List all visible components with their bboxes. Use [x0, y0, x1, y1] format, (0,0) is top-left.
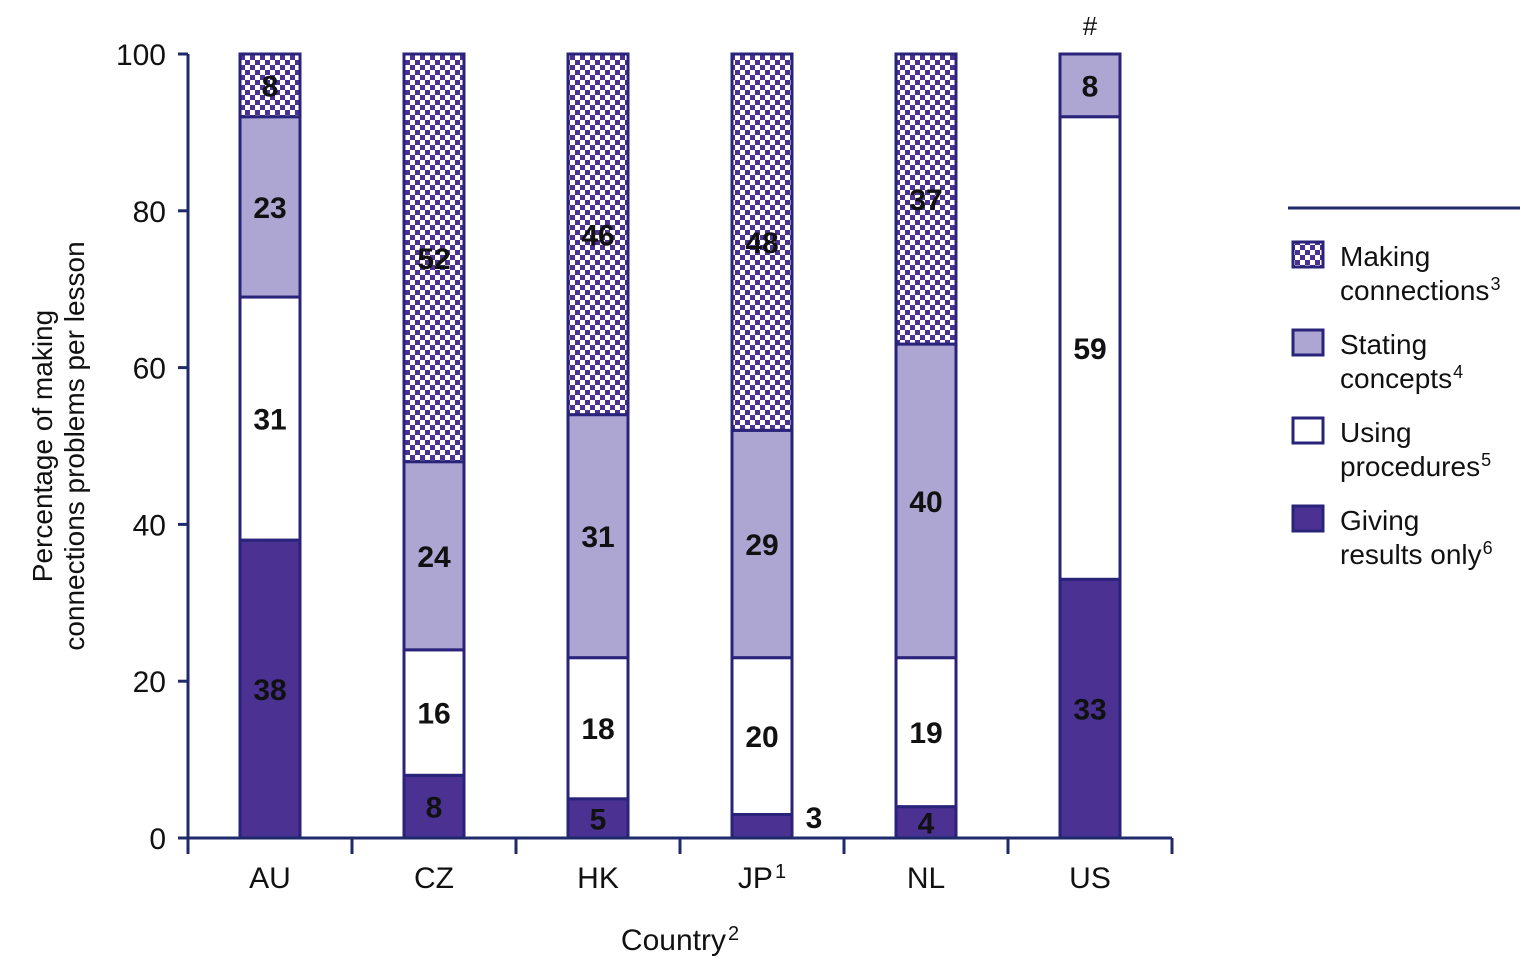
- bar-segment-jp-giving-results-only: [730, 812, 794, 840]
- data-label-jp-making-connections: 48: [745, 227, 778, 260]
- label-layer: 38 31 23 8 8 16 24 52 5 18 31 46 3 20 29 48 4 19 40 37 33 59 8…: [253, 11, 1106, 840]
- data-label-au-giving-results-only: 38: [253, 674, 286, 707]
- legend-label-line-1: Using: [1340, 417, 1412, 448]
- bar-segment-jp-using-procedures: [730, 656, 794, 816]
- plot-layer: [238, 52, 1122, 840]
- data-label-au-using-procedures: 31: [253, 404, 286, 437]
- data-label-cz-using-procedures: 16: [417, 698, 450, 731]
- legend-label-line-2: results only: [1340, 539, 1482, 570]
- data-label-hk-making-connections: 46: [581, 219, 614, 252]
- data-label-us-stating-concepts: 8: [1082, 70, 1099, 103]
- bar-segment-nl-using-procedures: [894, 656, 958, 809]
- data-label-nl-giving-results-only: 4: [918, 807, 935, 840]
- legend-label-superscript: 3: [1490, 274, 1500, 294]
- bar-segment-hk-making-connections: [566, 52, 630, 417]
- bar-segment-nl-stating-concepts: [894, 342, 958, 660]
- legend-swatch-giving-results-only: [1291, 504, 1325, 533]
- y-tick-label-20: 20: [133, 666, 166, 699]
- x-tick-label-jp: JP 1: [738, 861, 786, 895]
- data-label-hk-stating-concepts: 31: [581, 521, 614, 554]
- legend-label-superscript: 6: [1483, 538, 1493, 558]
- data-label-cz-making-connections: 52: [417, 243, 450, 276]
- legend-label-line-2: concepts: [1340, 363, 1452, 394]
- x-tick-label-nl: NL: [907, 862, 945, 895]
- legend-label-line-1: Making: [1340, 241, 1430, 272]
- legend-label-line-2: procedures: [1340, 451, 1480, 482]
- y-axis-title: Percentage of making connections problems…: [27, 241, 90, 650]
- data-label-nl-using-procedures: 19: [909, 717, 942, 750]
- x-tick-superscript-jp: 1: [775, 861, 786, 883]
- bar-segment-jp-making-connections: [730, 52, 794, 432]
- data-label-au-making-connections: 8: [262, 70, 279, 103]
- legend: Making connections3 Stating concepts4 Using p…: [1288, 206, 1520, 570]
- legend-label-line-1: Giving: [1340, 505, 1419, 536]
- data-label-nl-stating-concepts: 40: [909, 486, 942, 519]
- bar-segment-cz-using-procedures: [402, 648, 466, 777]
- legend-swatch-using-procedures: [1291, 416, 1325, 445]
- y-tick-label-60: 60: [133, 353, 166, 386]
- y-tick-label-40: 40: [133, 509, 166, 542]
- data-label-jp-giving-results-only: 3: [806, 802, 823, 835]
- x-tick-label-cz: CZ: [414, 862, 454, 895]
- data-label-jp-stating-concepts: 29: [745, 529, 778, 562]
- x-axis-title-superscript: 2: [728, 923, 739, 945]
- data-label-cz-stating-concepts: 24: [417, 541, 451, 574]
- legend-swatch-making-connections: [1291, 240, 1325, 269]
- bar-segment-nl-making-connections: [894, 52, 958, 346]
- x-tick-label-us: US: [1069, 862, 1111, 895]
- axis-layer: 0 20 40 60 80 100 AU CZ HK JP 1 NL US Country 2 Percent…: [27, 39, 1174, 957]
- bar-segment-cz-making-connections: [402, 52, 466, 464]
- bar-segment-us-giving-results-only: [1058, 577, 1122, 840]
- legend-swatch-stating-concepts: [1291, 328, 1325, 357]
- data-label-us-giving-results-only: 33: [1073, 694, 1106, 727]
- legend-label-making-connections: Making connections3: [1340, 241, 1500, 306]
- x-axis-title: Country 2: [621, 923, 739, 957]
- x-tick-label-hk: HK: [577, 862, 619, 895]
- legend-label-stating-concepts: Stating concepts4: [1340, 329, 1463, 394]
- legend-label-superscript: 4: [1453, 362, 1463, 382]
- x-tick-label-au: AU: [249, 862, 291, 895]
- bar-segment-au-using-procedures: [238, 295, 302, 542]
- y-axis-title-line-2: connections problems per lesson: [59, 241, 90, 650]
- legend-label-superscript: 5: [1481, 450, 1491, 470]
- data-label-hk-giving-results-only: 5: [590, 803, 607, 836]
- data-label-us-using-procedures: 59: [1073, 333, 1106, 366]
- data-label-jp-using-procedures: 20: [745, 721, 778, 754]
- y-axis-title-line-1: Percentage of making: [27, 310, 58, 582]
- data-label-hk-using-procedures: 18: [581, 713, 614, 746]
- data-label-au-stating-concepts: 23: [253, 192, 286, 225]
- bar-segment-hk-stating-concepts: [566, 413, 630, 660]
- y-tick-label-80: 80: [133, 196, 166, 229]
- bar-segment-hk-using-procedures: [566, 656, 630, 801]
- y-tick-label-100: 100: [116, 39, 166, 72]
- bar-segment-au-giving-results-only: [238, 538, 302, 840]
- y-tick-label-0: 0: [149, 823, 166, 856]
- legend-label-line-2: connections: [1340, 275, 1489, 306]
- bar-segment-au-making-connections: [238, 52, 302, 119]
- top-note-us: #: [1083, 11, 1098, 41]
- legend-label-giving-results-only: Giving results only6: [1340, 505, 1493, 570]
- data-label-nl-making-connections: 37: [909, 184, 942, 217]
- data-label-cz-giving-results-only: 8: [426, 792, 443, 825]
- bar-segment-us-stating-concepts: [1058, 52, 1122, 119]
- legend-label-line-1: Stating: [1340, 329, 1427, 360]
- legend-label-using-procedures: Using procedures5: [1340, 417, 1491, 482]
- bar-segment-cz-stating-concepts: [402, 460, 466, 652]
